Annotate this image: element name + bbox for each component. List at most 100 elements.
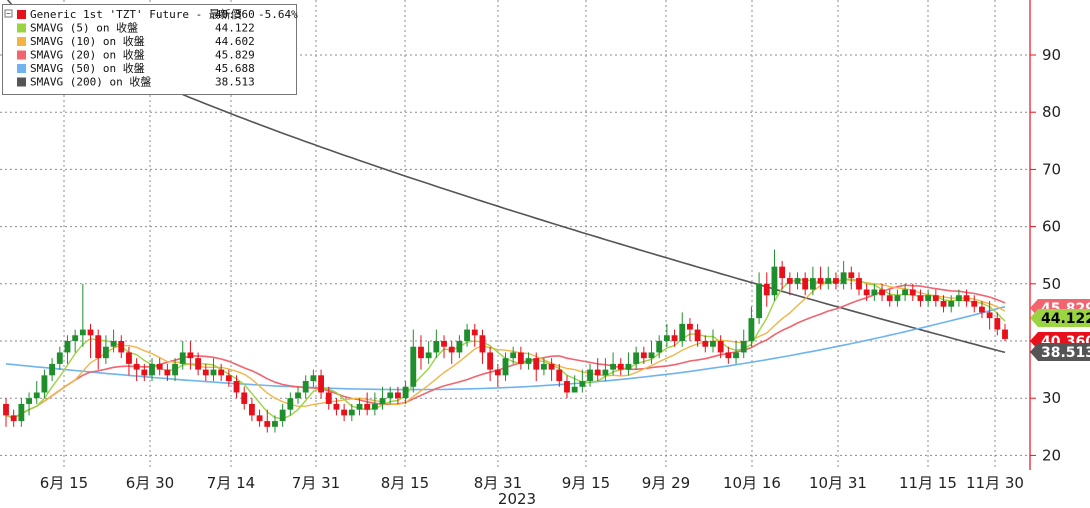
candle [886,289,893,307]
candle-body [448,346,455,353]
candle [517,346,524,370]
candle [925,289,932,307]
candle [179,341,186,370]
x-tick-label: 11月 15 [899,474,957,492]
candle [502,352,509,382]
candle [394,386,401,404]
candle [702,335,709,353]
candle-body [26,398,32,404]
candle-body [656,341,663,353]
candle-body [848,272,855,279]
candle-body [371,403,378,410]
candle-body [302,381,309,393]
legend-swatch [17,64,26,73]
candle-body [172,363,178,376]
candle-body [348,409,355,416]
candle [18,398,25,427]
candle [710,329,716,353]
legend-entry: SMAVG (200) on 收盤 38.513 [17,75,255,89]
y-tick-label: 50 [1042,275,1061,293]
candle [218,363,225,382]
candle-body [940,300,947,307]
candle [279,403,286,427]
candle [10,409,17,427]
candle-body [817,278,824,284]
candle-body [571,386,578,393]
candle-body [909,289,916,296]
legend-swatch [17,50,26,60]
candle-body [533,358,540,370]
x-tick-label: 10月 16 [723,474,781,492]
candle-body [955,295,962,301]
candle-body [663,335,670,341]
candle-body [479,335,486,353]
candle [26,392,32,416]
y-tick-label: 70 [1042,160,1061,178]
x-tick-label: 6月 30 [126,474,174,492]
candle [640,346,647,364]
candle-body [725,352,732,359]
candle-body [325,392,332,404]
candle [302,375,309,399]
candle-body [671,335,678,341]
candle-body [18,403,25,422]
candle-body [963,295,970,301]
candle-body [679,323,686,341]
legend-name: Generic 1st 'TZT' Future - 最新價 [30,7,242,21]
candle-body [548,363,555,370]
candle [948,295,955,313]
candle [663,323,670,347]
candle [494,363,501,387]
candle-body [310,375,317,382]
candle [786,272,793,296]
legend-value: 38.513 [215,76,255,89]
y-tick-label: 30 [1042,389,1061,407]
value-tag-label: 38.513 [1041,345,1090,361]
candle-body [702,341,709,347]
legend-entry: SMAVG (5) on 收盤 44.122 [17,21,255,35]
candle-body [717,341,724,353]
candle-body [387,392,394,399]
candle [348,403,355,422]
candle-body [994,318,1001,330]
candle-body [3,403,9,416]
candle [763,272,770,307]
candle-body [579,381,586,387]
candle-body [917,295,924,301]
legend-swatch [17,23,26,33]
candle-body [187,352,194,359]
candle-body [510,352,517,359]
candle [756,272,763,324]
candle [794,272,801,290]
candle [295,386,301,404]
candle-body [687,323,693,330]
candle [610,352,617,376]
candle-body [894,295,901,301]
candle-body [617,363,624,370]
candle [87,323,94,359]
candle-body [756,283,763,319]
candle [533,352,540,382]
candle-body [925,295,932,301]
candle [733,341,739,364]
candle-body [948,300,955,307]
candle-body [786,278,793,284]
candle-body [802,278,809,290]
candle [825,266,832,290]
candle [848,266,855,290]
candle-body [487,352,494,370]
candle [541,358,547,376]
candle-body [195,358,202,370]
candle [587,363,593,387]
candle [571,375,578,393]
legend-value: 44.602 [215,35,255,48]
candle-body [633,352,640,364]
candle-body [279,409,286,422]
candle [863,283,870,301]
candle-body [49,363,56,376]
candle [441,335,447,359]
candle-body [733,352,739,359]
candle [172,358,178,382]
candle [748,306,755,347]
candle [72,329,79,353]
